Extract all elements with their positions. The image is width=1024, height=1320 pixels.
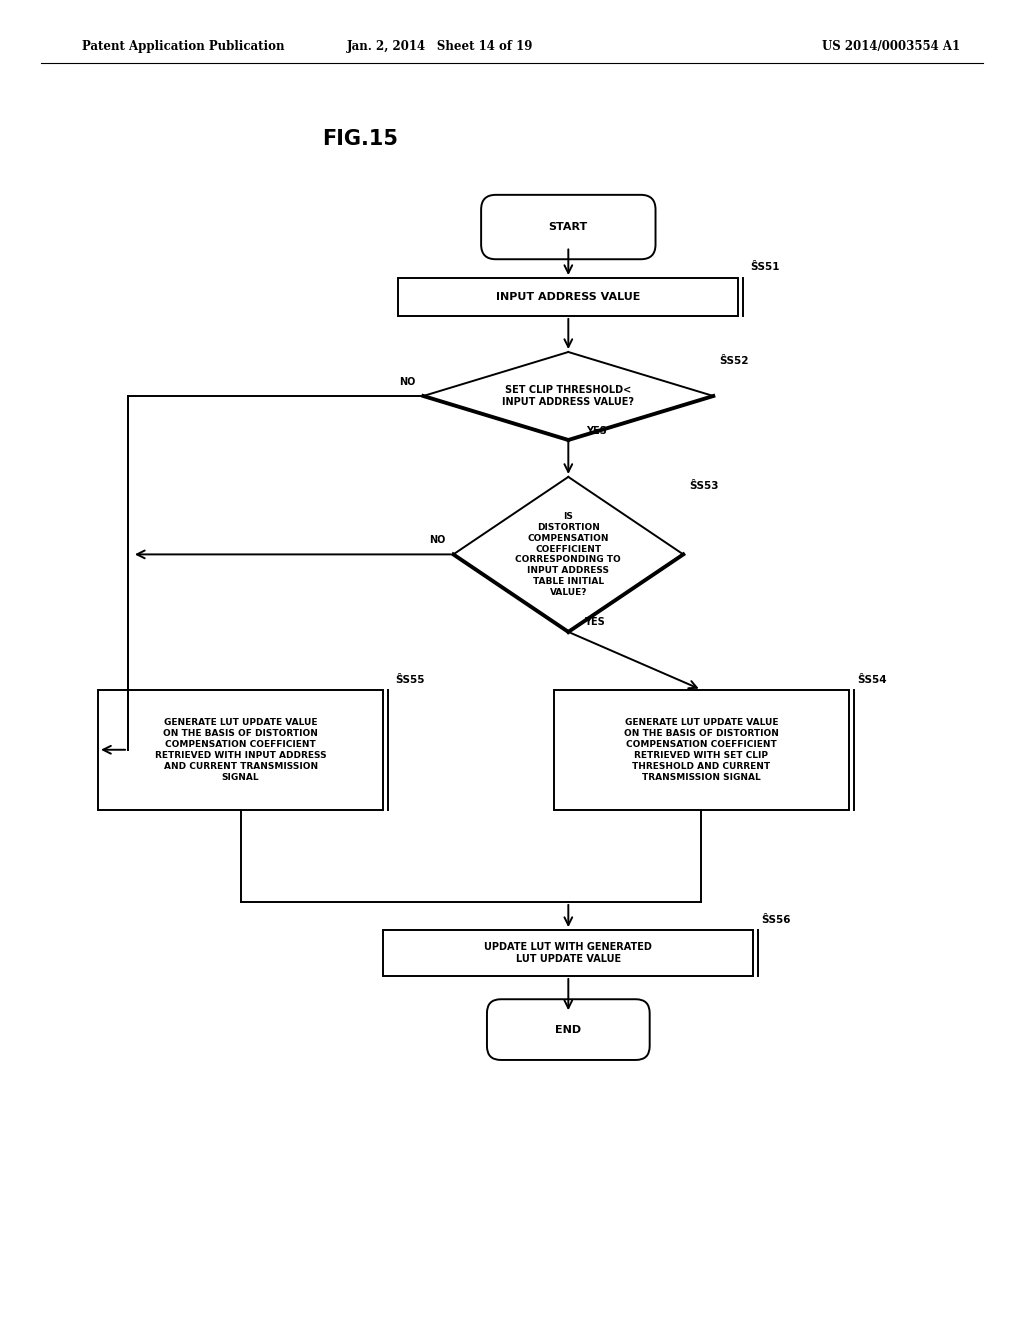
Text: Patent Application Publication: Patent Application Publication bbox=[82, 40, 285, 53]
Text: ŜS53: ŜS53 bbox=[689, 480, 719, 491]
Bar bbox=[98, 690, 383, 809]
Text: YES: YES bbox=[587, 426, 607, 436]
Bar bbox=[554, 690, 849, 809]
Text: ŜS51: ŜS51 bbox=[751, 261, 780, 272]
Text: END: END bbox=[555, 1024, 582, 1035]
Bar bbox=[398, 279, 738, 315]
Text: FIG.15: FIG.15 bbox=[323, 128, 398, 149]
Text: SET CLIP THRESHOLD<
INPUT ADDRESS VALUE?: SET CLIP THRESHOLD< INPUT ADDRESS VALUE? bbox=[503, 385, 634, 407]
FancyBboxPatch shape bbox=[487, 999, 649, 1060]
FancyBboxPatch shape bbox=[481, 195, 655, 259]
Text: GENERATE LUT UPDATE VALUE
ON THE BASIS OF DISTORTION
COMPENSATION COEFFICIENT
RE: GENERATE LUT UPDATE VALUE ON THE BASIS O… bbox=[155, 718, 327, 781]
Text: YES: YES bbox=[585, 616, 605, 627]
Text: NO: NO bbox=[429, 536, 445, 545]
Text: ŜS54: ŜS54 bbox=[857, 675, 887, 685]
Text: GENERATE LUT UPDATE VALUE
ON THE BASIS OF DISTORTION
COMPENSATION COEFFICIENT
RE: GENERATE LUT UPDATE VALUE ON THE BASIS O… bbox=[624, 718, 779, 781]
Text: UPDATE LUT WITH GENERATED
LUT UPDATE VALUE: UPDATE LUT WITH GENERATED LUT UPDATE VAL… bbox=[484, 942, 652, 964]
Text: Jan. 2, 2014 Sheet 14 of 19: Jan. 2, 2014 Sheet 14 of 19 bbox=[347, 40, 534, 53]
Text: ŜS52: ŜS52 bbox=[719, 356, 749, 366]
Bar bbox=[383, 931, 754, 975]
Text: ŜS56: ŜS56 bbox=[761, 915, 791, 925]
Text: IS
DISTORTION
COMPENSATION
COEFFICIENT
CORRESPONDING TO
INPUT ADDRESS
TABLE INIT: IS DISTORTION COMPENSATION COEFFICIENT C… bbox=[515, 512, 622, 597]
Text: START: START bbox=[549, 222, 588, 232]
Text: US 2014/0003554 A1: US 2014/0003554 A1 bbox=[822, 40, 959, 53]
Text: INPUT ADDRESS VALUE: INPUT ADDRESS VALUE bbox=[497, 292, 640, 302]
Text: ŜS55: ŜS55 bbox=[395, 675, 425, 685]
Text: NO: NO bbox=[399, 378, 416, 387]
